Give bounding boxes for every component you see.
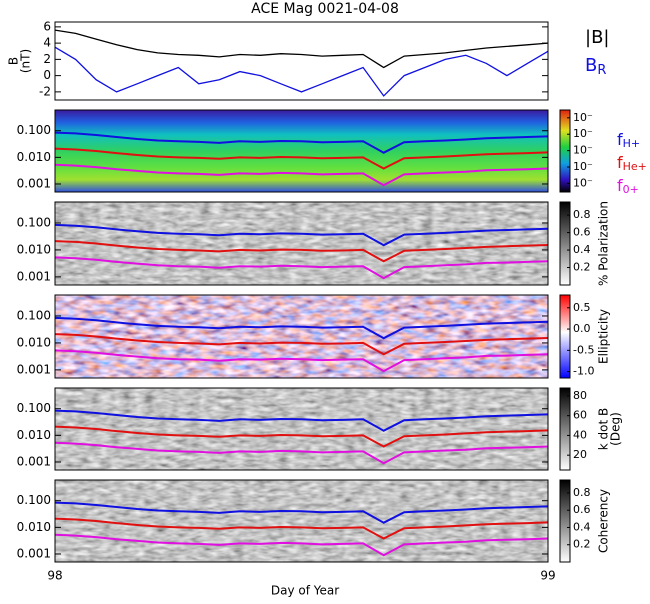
- axes-frame: [54, 109, 549, 193]
- colorbar-tick-label: 0.4: [573, 243, 591, 256]
- axes-frame: [54, 201, 549, 286]
- colorbar-tick-label: 10⁻: [573, 160, 593, 173]
- x-tick-label: 98: [47, 569, 62, 583]
- frequency-line: [54, 409, 549, 432]
- colorbar-label: Ellipticity: [597, 309, 611, 364]
- y-axis-label: B: [7, 57, 21, 65]
- chart-title: ACE Mag 0021-04-08: [251, 1, 399, 17]
- legend-entry: f0+: [617, 176, 639, 197]
- y-axis-label: (nT): [19, 49, 33, 73]
- y-tick-label: -2: [39, 84, 51, 98]
- x-axis-label: Day of Year: [271, 584, 339, 598]
- colorbar-tick-label: 40: [573, 428, 587, 441]
- data-line: [54, 46, 549, 97]
- spectrogram-background: [55, 388, 548, 470]
- colorbar-tick-label: 0.4: [573, 520, 591, 533]
- y-tick-label: 0.010: [17, 150, 51, 164]
- y-tick-label: 0.001: [17, 269, 51, 283]
- colorbar-tick-label: 60: [573, 409, 587, 422]
- y-tick-label: 0.010: [17, 520, 51, 534]
- frequency-line: [54, 533, 549, 557]
- colorbar-tick-label: 0.2: [573, 261, 591, 274]
- frequency-line: [54, 517, 549, 540]
- axes-frame: [54, 479, 549, 563]
- legend-name: |B|: [585, 27, 609, 48]
- y-tick-label: 0.001: [17, 176, 51, 190]
- legend-entry: fHe+: [617, 153, 647, 174]
- colorbar: [559, 294, 571, 379]
- frequency-line: [54, 163, 549, 187]
- y-tick-label: 0.100: [17, 123, 51, 137]
- colorbar-tick-label: 10⁻: [573, 176, 593, 189]
- frequency-line: [54, 240, 549, 263]
- frequency-line: [54, 333, 549, 356]
- legend-entry: fH+: [617, 130, 640, 151]
- legend-subscript: 0+: [623, 183, 639, 196]
- spectrogram-background: [55, 110, 548, 192]
- colorbar-label: k dot B: [597, 408, 611, 450]
- y-tick-label: 0.001: [17, 546, 51, 560]
- spectrogram-background: [55, 202, 548, 285]
- y-tick-label: 2: [43, 52, 51, 66]
- legend-name: f: [617, 130, 623, 149]
- frequency-line: [54, 256, 549, 280]
- colorbar-tick-label: 0.2: [573, 538, 591, 551]
- colorbar: [559, 201, 571, 286]
- legend-subscript: He+: [623, 160, 647, 173]
- axes-frame: [54, 387, 549, 471]
- axes-frame: [54, 294, 549, 379]
- y-tick-label: 0.001: [17, 454, 51, 468]
- legend-name: B: [585, 55, 597, 76]
- colorbar-tick-label: 0.5: [573, 301, 591, 314]
- spectrogram-background: [55, 480, 548, 562]
- y-tick-label: 0.100: [17, 401, 51, 415]
- y-tick-label: 0.010: [17, 428, 51, 442]
- colorbar-tick-label: -1.0: [573, 365, 594, 378]
- y-tick-label: 4: [43, 36, 51, 50]
- frequency-line: [54, 425, 549, 448]
- y-tick-label: 0.010: [17, 242, 51, 256]
- spectrogram-background: [55, 295, 548, 378]
- colorbar-tick-label: 0.6: [573, 226, 591, 239]
- colorbar-label: Coherency: [597, 489, 611, 553]
- colorbar: [559, 479, 571, 563]
- y-tick-label: 0: [43, 68, 51, 82]
- colorbar-tick-label: 10⁻: [573, 127, 593, 140]
- axes-frame: [54, 21, 549, 101]
- legend-entry: |B|: [585, 27, 609, 48]
- legend-name: f: [617, 153, 623, 172]
- colorbar-tick-label: 0.6: [573, 503, 591, 516]
- data-line: [54, 29, 549, 69]
- legend-entry: BR: [585, 55, 606, 78]
- y-tick-label: 0.100: [17, 308, 51, 322]
- legend-subscript: R: [597, 63, 606, 78]
- frequency-line: [54, 131, 549, 154]
- legend-subscript: H+: [623, 137, 641, 150]
- colorbar-tick-label: 80: [573, 389, 587, 402]
- colorbar-tick-label: 0.8: [573, 208, 591, 221]
- x-tick-label: 99: [540, 569, 555, 583]
- colorbar-tick-label: 10⁻: [573, 144, 593, 157]
- frequency-line: [54, 501, 549, 524]
- frequency-line: [54, 441, 549, 465]
- y-tick-label: 0.010: [17, 335, 51, 349]
- y-tick-label: 0.100: [17, 493, 51, 507]
- y-tick-label: 0.001: [17, 362, 51, 376]
- frequency-line: [54, 349, 549, 373]
- colorbar-tick-label: 10⁻: [573, 111, 593, 124]
- legend-name: f: [617, 176, 623, 195]
- y-tick-label: 0.100: [17, 215, 51, 229]
- colorbar-tick-label: -0.5: [573, 343, 594, 356]
- colorbar-tick-label: 0.8: [573, 486, 591, 499]
- colorbar-tick-label: 20: [573, 448, 587, 461]
- colorbar-tick-label: 0.0: [573, 322, 591, 335]
- colorbar: [559, 387, 571, 471]
- frequency-line: [54, 316, 549, 340]
- frequency-line: [54, 147, 549, 170]
- frequency-line: [54, 223, 549, 247]
- colorbar-label: % Polarization: [597, 201, 611, 286]
- y-tick-label: 6: [43, 19, 51, 33]
- colorbar-label: (Deg): [609, 412, 623, 446]
